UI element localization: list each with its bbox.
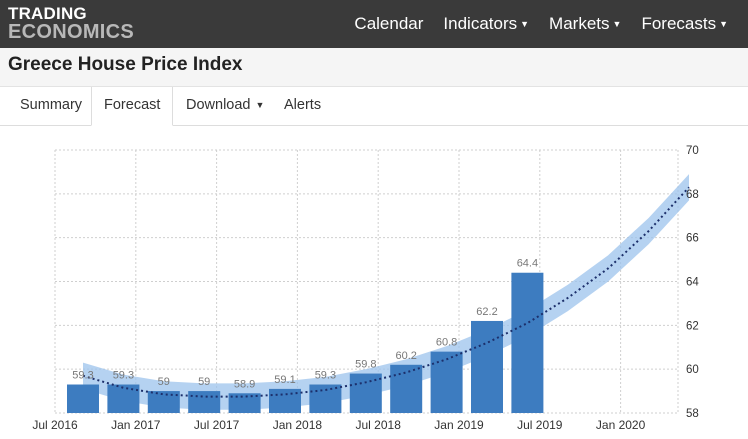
data-label-10: 62.2 bbox=[476, 306, 497, 318]
bar-q2-2017 bbox=[188, 391, 221, 413]
bar-q3-2018 bbox=[390, 364, 423, 413]
y-tick-label-60: 60 bbox=[686, 364, 699, 376]
x-tick-label-5: Jan 2019 bbox=[434, 418, 484, 432]
nav-calendar-label: Calendar bbox=[354, 14, 424, 33]
chevron-down-icon: ▼ bbox=[612, 19, 622, 29]
bar-q3-2017 bbox=[228, 393, 261, 413]
bar-q3-2016 bbox=[67, 384, 99, 413]
nav-forecasts-label: Forecasts bbox=[641, 14, 717, 33]
nav-markets[interactable]: Markets ▼ bbox=[549, 14, 621, 34]
nav-markets-label: Markets bbox=[549, 14, 610, 33]
bar-q1-2017 bbox=[147, 391, 180, 413]
y-tick-label-58: 58 bbox=[686, 408, 699, 420]
tab-download[interactable]: Download ▼ bbox=[174, 87, 276, 125]
page-title: Greece House Price Index bbox=[8, 54, 243, 75]
x-tick-label-3: Jan 2018 bbox=[273, 418, 323, 432]
data-label-7: 59.8 bbox=[355, 359, 376, 371]
bar-q2-2019 bbox=[511, 272, 544, 413]
data-label-5: 59.1 bbox=[274, 374, 295, 386]
nav-calendar[interactable]: Calendar bbox=[354, 14, 423, 34]
logo-line-trading: TRADING bbox=[8, 4, 87, 23]
data-label-3: 59 bbox=[198, 376, 210, 388]
title-bar: Greece House Price Index bbox=[0, 48, 748, 87]
tab-forecast[interactable]: Forecast bbox=[91, 87, 174, 126]
y-tick-label-62: 62 bbox=[686, 320, 699, 332]
forecast-chart: 59.3 59.3 59 59 58.9 59.1 59.3 59.8 60.2 60.8 62.2… bbox=[0, 126, 748, 439]
data-label-8: 60.2 bbox=[395, 350, 416, 362]
data-label-11: 64.4 bbox=[517, 258, 538, 270]
forecast-confidence-band bbox=[83, 174, 689, 410]
main-nav: Calendar Indicators ▼ Markets ▼ Forecasts ▼ bbox=[354, 0, 748, 48]
tab-summary-label: Summary bbox=[20, 97, 83, 113]
x-tick-label-1: Jan 2017 bbox=[111, 418, 161, 432]
data-label-1: 59.3 bbox=[113, 370, 134, 382]
data-label-2: 59 bbox=[158, 376, 170, 388]
tab-summary[interactable]: Summary bbox=[8, 87, 94, 125]
data-label-4: 58.9 bbox=[234, 378, 255, 390]
tab-bar: Summary Forecast Download ▼ Alerts bbox=[0, 87, 748, 126]
tab-alerts-label: Alerts bbox=[284, 97, 322, 113]
forecast-trend-line bbox=[82, 186, 690, 398]
top-navigation-bar: TRADING ECONOMICS Calendar Indicators ▼ M… bbox=[0, 0, 748, 48]
y-tick-label-70: 70 bbox=[686, 145, 699, 157]
tab-download-label: Download bbox=[186, 97, 251, 113]
bar-q2-2018 bbox=[349, 373, 382, 413]
forecast-chart-svg: 59.3 59.3 59 59 58.9 59.1 59.3 59.8 60.2 60.8 62.2… bbox=[32, 145, 699, 432]
bar-q1-2019 bbox=[471, 320, 503, 413]
tab-alerts[interactable]: Alerts bbox=[272, 87, 333, 125]
nav-indicators[interactable]: Indicators ▼ bbox=[443, 14, 529, 34]
chevron-down-icon: ▼ bbox=[255, 100, 265, 110]
data-label-6: 59.3 bbox=[315, 370, 336, 382]
logo-line-economics: ECONOMICS bbox=[8, 21, 135, 43]
nav-indicators-label: Indicators bbox=[443, 14, 518, 33]
chevron-down-icon: ▼ bbox=[719, 19, 728, 29]
y-tick-label-66: 66 bbox=[686, 233, 699, 245]
y-tick-label-64: 64 bbox=[686, 277, 699, 289]
data-label-9: 60.8 bbox=[436, 337, 457, 349]
data-label-0: 59.3 bbox=[72, 370, 93, 382]
bar-q4-2018 bbox=[430, 351, 463, 413]
tab-forecast-label: Forecast bbox=[104, 97, 161, 113]
x-tick-label-6: Jul 2019 bbox=[517, 418, 563, 432]
x-tick-label-0: Jul 2016 bbox=[32, 418, 78, 432]
nav-forecasts[interactable]: Forecasts ▼ bbox=[641, 14, 728, 34]
chevron-down-icon: ▼ bbox=[520, 19, 530, 29]
y-tick-label-68: 68 bbox=[686, 189, 699, 201]
trading-economics-logo[interactable]: TRADING ECONOMICS bbox=[8, 4, 135, 43]
x-tick-label-7: Jan 2020 bbox=[596, 418, 646, 432]
x-tick-label-4: Jul 2018 bbox=[356, 418, 402, 432]
x-tick-label-2: Jul 2017 bbox=[194, 418, 240, 432]
bar-q4-2016 bbox=[107, 384, 140, 413]
